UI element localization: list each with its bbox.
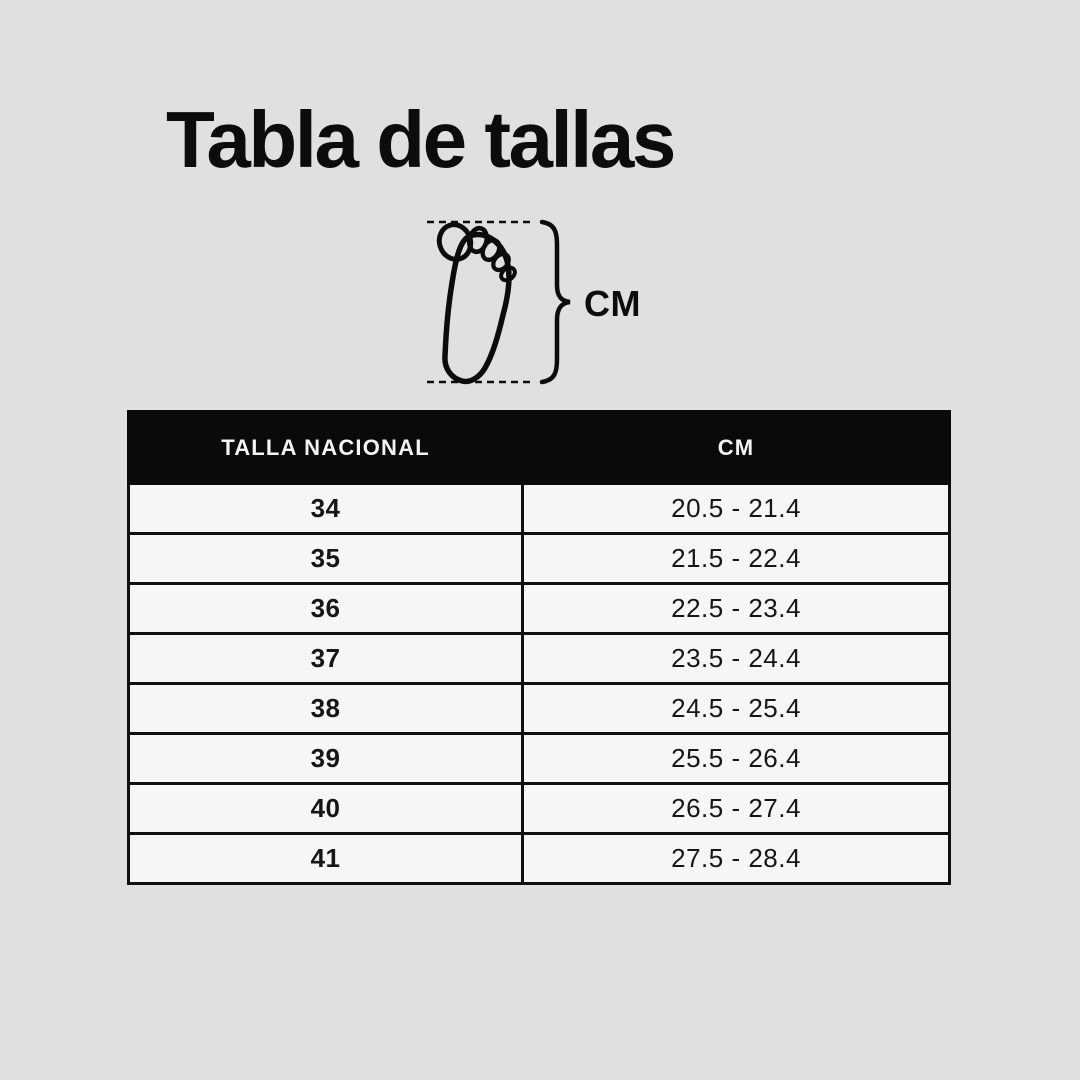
size-table: TALLA NACIONAL CM 34 20.5 - 21.4 35 21.5… xyxy=(126,410,951,885)
cm-range-value: 27.5 - 28.4 xyxy=(521,832,951,885)
table-row: 37 23.5 - 24.4 xyxy=(126,632,951,685)
size-value: 36 xyxy=(126,582,525,635)
foot-measurement-figure xyxy=(427,219,571,385)
table-row: 39 25.5 - 26.4 xyxy=(126,732,951,785)
page-title: Tabla de tallas xyxy=(166,95,676,184)
cm-range-value: 25.5 - 26.4 xyxy=(521,732,951,785)
table-row: 41 27.5 - 28.4 xyxy=(126,832,951,885)
cm-range-value: 22.5 - 23.4 xyxy=(521,582,951,635)
cm-range-value: 24.5 - 25.4 xyxy=(521,682,951,735)
table-row: 38 24.5 - 25.4 xyxy=(126,682,951,735)
foot-sole-icon xyxy=(436,222,517,385)
table-row: 34 20.5 - 21.4 xyxy=(126,482,951,535)
size-value: 39 xyxy=(126,732,525,785)
cm-range-value: 23.5 - 24.4 xyxy=(521,632,951,685)
curly-brace-icon xyxy=(539,219,571,385)
cm-range-value: 21.5 - 22.4 xyxy=(521,532,951,585)
size-value: 40 xyxy=(126,782,525,835)
cm-range-value: 20.5 - 21.4 xyxy=(521,482,951,535)
table-row: 35 21.5 - 22.4 xyxy=(126,532,951,585)
measure-dashed-lines xyxy=(427,220,533,384)
unit-label: CM xyxy=(584,283,641,324)
column-header-talla-nacional: TALLA NACIONAL xyxy=(126,410,525,485)
table-row: 36 22.5 - 23.4 xyxy=(126,582,951,635)
size-value: 38 xyxy=(126,682,525,735)
size-value: 34 xyxy=(126,482,525,535)
cm-range-value: 26.5 - 27.4 xyxy=(521,782,951,835)
size-value: 35 xyxy=(126,532,525,585)
size-value: 37 xyxy=(126,632,525,685)
column-header-cm: CM xyxy=(521,410,951,485)
size-table-header: TALLA NACIONAL CM xyxy=(126,410,951,485)
table-row: 40 26.5 - 27.4 xyxy=(126,782,951,835)
size-value: 41 xyxy=(126,832,525,885)
